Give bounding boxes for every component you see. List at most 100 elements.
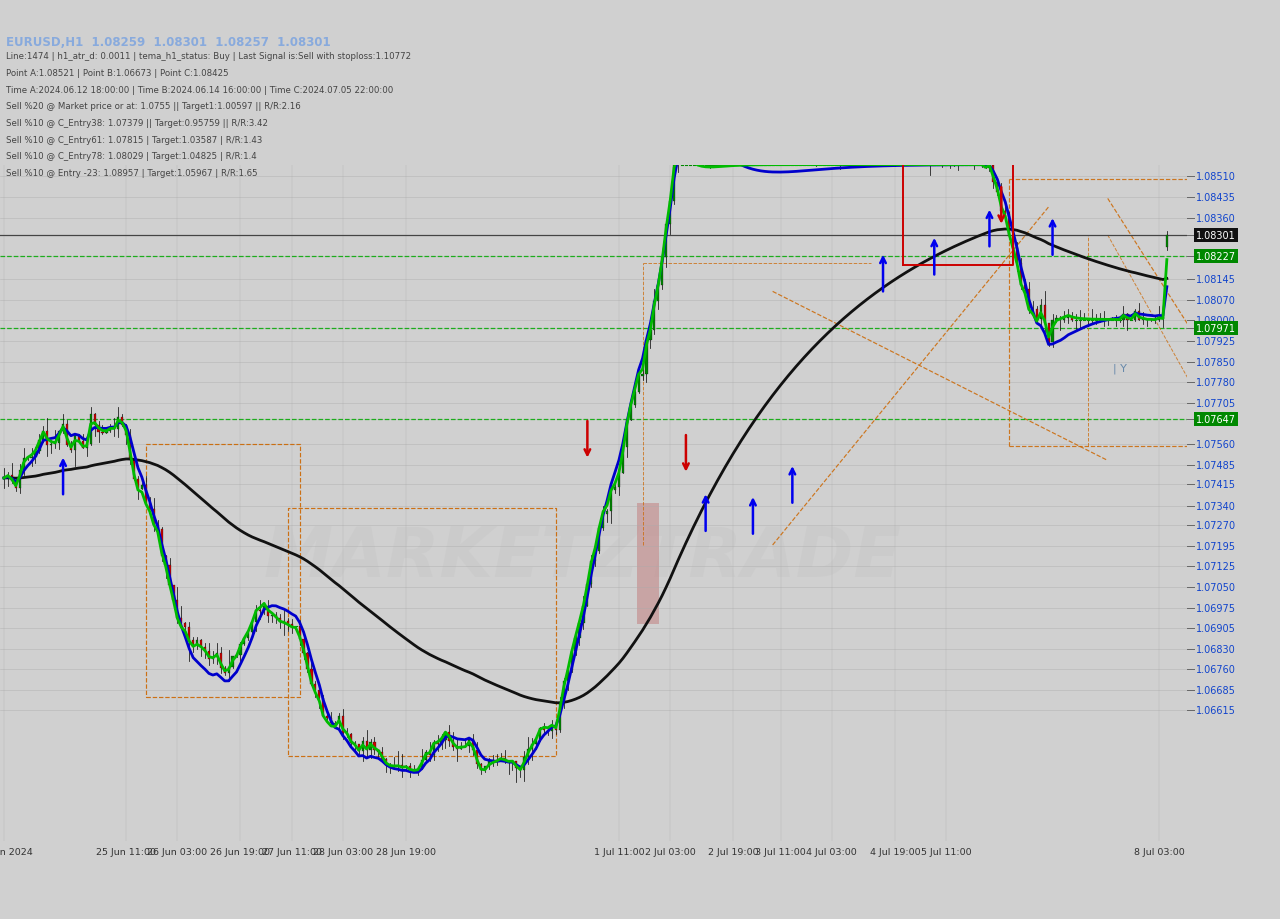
- Bar: [251, 622, 253, 632]
- Text: 5 Jul 11:00: 5 Jul 11:00: [920, 847, 972, 857]
- Bar: [582, 607, 585, 623]
- Text: Sell %10 @ C_Entry61: 1.07815 | Target:1.03587 | R/R:1.43: Sell %10 @ C_Entry61: 1.07815 | Target:1…: [6, 135, 262, 144]
- Bar: [207, 652, 210, 659]
- Bar: [255, 610, 257, 622]
- Bar: [374, 743, 375, 751]
- Bar: [673, 166, 675, 202]
- Bar: [421, 760, 422, 769]
- Bar: [605, 511, 608, 514]
- Text: Sell %10 @ Entry -23: 1.08957 | Target:1.05967 | R/R:1.65: Sell %10 @ Entry -23: 1.08957 | Target:1…: [6, 169, 259, 177]
- Bar: [145, 485, 147, 504]
- Bar: [1020, 264, 1021, 286]
- Bar: [1162, 317, 1164, 320]
- Text: 28 Jun 19:00: 28 Jun 19:00: [376, 847, 436, 857]
- Bar: [1012, 237, 1014, 248]
- Bar: [1024, 286, 1027, 289]
- Bar: [1064, 319, 1065, 320]
- Bar: [436, 743, 439, 744]
- Bar: [58, 432, 60, 444]
- Bar: [10, 475, 13, 482]
- Bar: [165, 557, 166, 565]
- Bar: [488, 760, 490, 766]
- Text: 28 Jun 03:00: 28 Jun 03:00: [312, 847, 372, 857]
- Bar: [602, 514, 604, 528]
- Text: 8 Jul 03:00: 8 Jul 03:00: [1134, 847, 1184, 857]
- Bar: [125, 425, 127, 436]
- Bar: [326, 717, 328, 718]
- Bar: [378, 751, 380, 752]
- Bar: [586, 584, 589, 607]
- Text: 1.08510: 1.08510: [1196, 172, 1235, 182]
- Bar: [279, 618, 282, 622]
- Bar: [1039, 305, 1042, 320]
- Text: 2 Jul 19:00: 2 Jul 19:00: [708, 847, 759, 857]
- Text: 1.08070: 1.08070: [1196, 296, 1235, 305]
- Bar: [262, 606, 265, 611]
- Bar: [275, 616, 276, 618]
- Bar: [535, 739, 538, 744]
- Bar: [349, 734, 352, 743]
- Bar: [579, 623, 581, 638]
- Bar: [196, 641, 198, 645]
- Bar: [1068, 317, 1069, 319]
- Bar: [287, 621, 289, 624]
- Bar: [503, 758, 506, 761]
- Bar: [298, 627, 301, 640]
- Bar: [152, 509, 155, 526]
- Bar: [1000, 193, 1002, 211]
- Bar: [78, 436, 79, 441]
- Bar: [611, 491, 612, 511]
- Text: 1.08360: 1.08360: [1196, 214, 1235, 224]
- Bar: [472, 740, 474, 750]
- Bar: [381, 752, 384, 760]
- Bar: [1043, 305, 1046, 323]
- Text: TRADE: TRADE: [641, 524, 901, 591]
- Bar: [1036, 309, 1038, 320]
- Bar: [243, 639, 246, 644]
- Bar: [1166, 235, 1167, 248]
- Text: Sell %10 @ C_Entry38: 1.07379 || Target:0.95759 || R/R:3.42: Sell %10 @ C_Entry38: 1.07379 || Target:…: [6, 119, 269, 128]
- Bar: [82, 441, 84, 448]
- Bar: [148, 504, 151, 509]
- Bar: [669, 202, 671, 225]
- Text: | Y: | Y: [1112, 363, 1126, 373]
- Bar: [988, 165, 991, 169]
- Text: 1.06760: 1.06760: [1196, 664, 1235, 675]
- Text: 4 Jul 19:00: 4 Jul 19:00: [869, 847, 920, 857]
- Bar: [385, 760, 388, 765]
- Text: Line:1474 | h1_atr_d: 0.0011 | tema_h1_status: Buy | Last Signal is:Sell with st: Line:1474 | h1_atr_d: 0.0011 | tema_h1_s…: [6, 52, 412, 62]
- Bar: [401, 765, 403, 767]
- Bar: [452, 742, 454, 747]
- Bar: [97, 425, 100, 433]
- Text: Sell %10 @ C_Entry78: 1.08029 | Target:1.04825 | R/R:1.4: Sell %10 @ C_Entry78: 1.08029 | Target:1…: [6, 152, 257, 161]
- Bar: [594, 551, 596, 562]
- Bar: [366, 742, 367, 751]
- Bar: [200, 641, 202, 647]
- Bar: [575, 638, 576, 652]
- Bar: [460, 746, 462, 749]
- Bar: [1009, 215, 1010, 237]
- Bar: [184, 623, 187, 627]
- Text: 3 Jul 11:00: 3 Jul 11:00: [755, 847, 806, 857]
- Bar: [302, 640, 305, 653]
- Text: 1.08227: 1.08227: [1196, 251, 1236, 261]
- Bar: [996, 183, 998, 193]
- Bar: [86, 445, 88, 448]
- Bar: [425, 752, 426, 760]
- Text: 1.07270: 1.07270: [1196, 521, 1236, 530]
- Text: 1.07125: 1.07125: [1196, 562, 1236, 572]
- Bar: [456, 747, 458, 749]
- Bar: [23, 459, 24, 471]
- Text: 26 Jun 03:00: 26 Jun 03:00: [147, 847, 207, 857]
- Bar: [216, 653, 218, 657]
- Bar: [1126, 314, 1129, 320]
- Text: 1.08435: 1.08435: [1196, 193, 1235, 203]
- Bar: [192, 641, 195, 645]
- Bar: [122, 417, 123, 425]
- Bar: [448, 732, 451, 742]
- Bar: [133, 460, 136, 480]
- Bar: [129, 436, 131, 460]
- Bar: [38, 440, 41, 451]
- Bar: [634, 392, 636, 405]
- Bar: [649, 330, 652, 341]
